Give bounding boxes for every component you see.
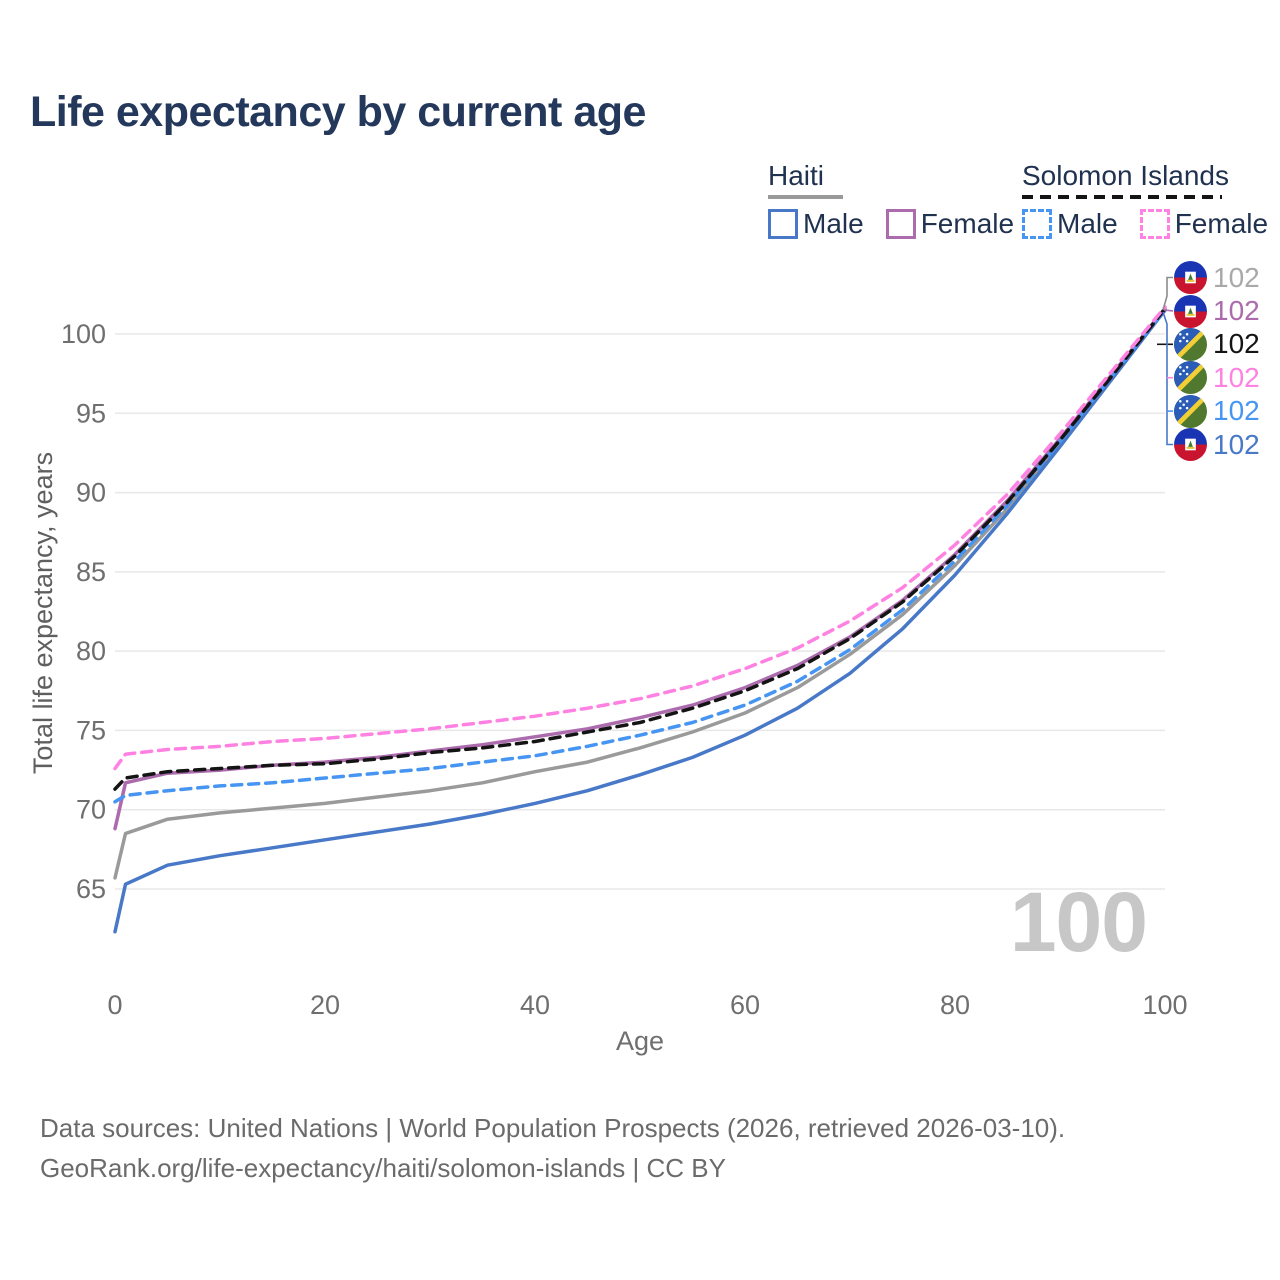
haiti-flag-icon: [1174, 261, 1207, 295]
gridlines: [115, 333, 1165, 890]
end-label-row-solomon-islands-female: 102: [1174, 361, 1260, 395]
legend-country-haiti: Haiti: [768, 160, 825, 191]
end-label-row-solomon-islands-male: 102: [1174, 394, 1260, 428]
series-line-solomon-islands-female: [113, 305, 1167, 771]
series-line-haiti-both-sexes: [113, 308, 1167, 880]
haiti-flag-icon: [1174, 428, 1207, 462]
series-line-solomon-islands-both-sexes: [113, 306, 1167, 791]
solomon-islands-flag-icon: [1174, 394, 1207, 428]
x-axis-title: Age: [616, 1026, 664, 1056]
series-line-haiti-female: [113, 306, 1167, 831]
legend-item-label: Male: [803, 208, 864, 239]
y-tick-label: 75: [76, 715, 106, 745]
legend-item-label: Male: [1057, 208, 1118, 239]
dashed-line-swatch-icon: [1022, 209, 1052, 239]
end-label-row-haiti-both-sexes: 102: [1174, 261, 1260, 295]
solid-line-swatch-icon: [885, 209, 916, 239]
series-line-haiti-male: [113, 308, 1167, 934]
end-label-value: 102: [1213, 395, 1260, 427]
solomon-islands-flag-icon: [1174, 361, 1207, 395]
x-tick-label: 60: [730, 990, 760, 1020]
y-tick-label: 95: [76, 398, 106, 428]
x-tick-label: 40: [520, 990, 550, 1020]
end-label-connector: [1162, 276, 1173, 311]
legend-country-solomon-islands: Solomon Islands: [1022, 160, 1230, 191]
end-label-connectors: [1157, 276, 1174, 446]
legend-group-haiti: Haiti Male Female: [768, 160, 1014, 240]
end-label-row-haiti-male: 102: [1174, 428, 1260, 462]
end-label-connector: [1162, 311, 1173, 446]
end-label-value: 102: [1213, 261, 1260, 293]
legend-item-haiti-female[interactable]: Female: [885, 208, 1015, 240]
end-label-value: 102: [1213, 361, 1260, 393]
y-axis-title: Total life expectancy, years: [28, 452, 58, 774]
end-label-connector: [1163, 309, 1174, 312]
y-tick-label: 100: [61, 319, 106, 349]
y-tick-label: 80: [76, 636, 106, 666]
series-lines: [113, 305, 1167, 934]
x-tick-label: 20: [310, 990, 340, 1020]
y-tick-label: 65: [76, 874, 106, 904]
y-tick-label: 90: [76, 478, 106, 508]
legend-item-haiti-male[interactable]: Male: [768, 208, 864, 240]
solomon-islands-flag-icon: [1174, 327, 1207, 361]
legend-item-solomon-female[interactable]: Female: [1139, 208, 1269, 240]
x-tick-label: 80: [940, 990, 970, 1020]
y-tick-labels: 65 70 75 80 85 90 95 100: [61, 319, 106, 904]
age-watermark: 100: [1009, 875, 1148, 969]
end-label-value: 102: [1213, 328, 1260, 360]
x-tick-labels: 0 20 40 60 80 100: [107, 990, 1187, 1020]
data-source-footer: Data sources: United Nations | World Pop…: [40, 1108, 1065, 1188]
legend-group-solomon-islands: Solomon Islands Male Female: [1022, 160, 1268, 240]
data-source-line: Data sources: United Nations | World Pop…: [40, 1113, 1066, 1143]
series-line-solomon-islands-male: [113, 308, 1167, 804]
legend-item-label: Female: [920, 208, 1015, 239]
legend-underline-haiti: [768, 195, 843, 199]
end-labels: 102 102 102 102: [1174, 261, 1260, 462]
end-label-value: 102: [1213, 428, 1260, 460]
legend-underline-solomon-islands: [1022, 195, 1222, 199]
y-tick-label: 85: [76, 557, 106, 587]
x-tick-label: 0: [107, 990, 122, 1020]
solid-line-swatch-icon: [768, 209, 798, 239]
end-label-row-solomon-islands-both-sexes: 102: [1174, 327, 1260, 361]
y-tick-label: 70: [76, 795, 106, 825]
legend-item-label: Female: [1174, 208, 1269, 239]
end-label-row-haiti-female: 102: [1174, 294, 1260, 328]
dashed-line-swatch-icon: [1139, 209, 1170, 239]
x-tick-label: 100: [1142, 990, 1187, 1020]
end-label-value: 102: [1213, 295, 1260, 327]
page-title: Life expectancy by current age: [30, 88, 646, 136]
axis-titles: Age Total life expectancy, years: [28, 452, 664, 1056]
haiti-flag-icon: [1174, 294, 1207, 328]
attribution-line: GeoRank.org/life-expectancy/haiti/solomo…: [40, 1153, 726, 1183]
legend-item-solomon-male[interactable]: Male: [1022, 208, 1118, 240]
